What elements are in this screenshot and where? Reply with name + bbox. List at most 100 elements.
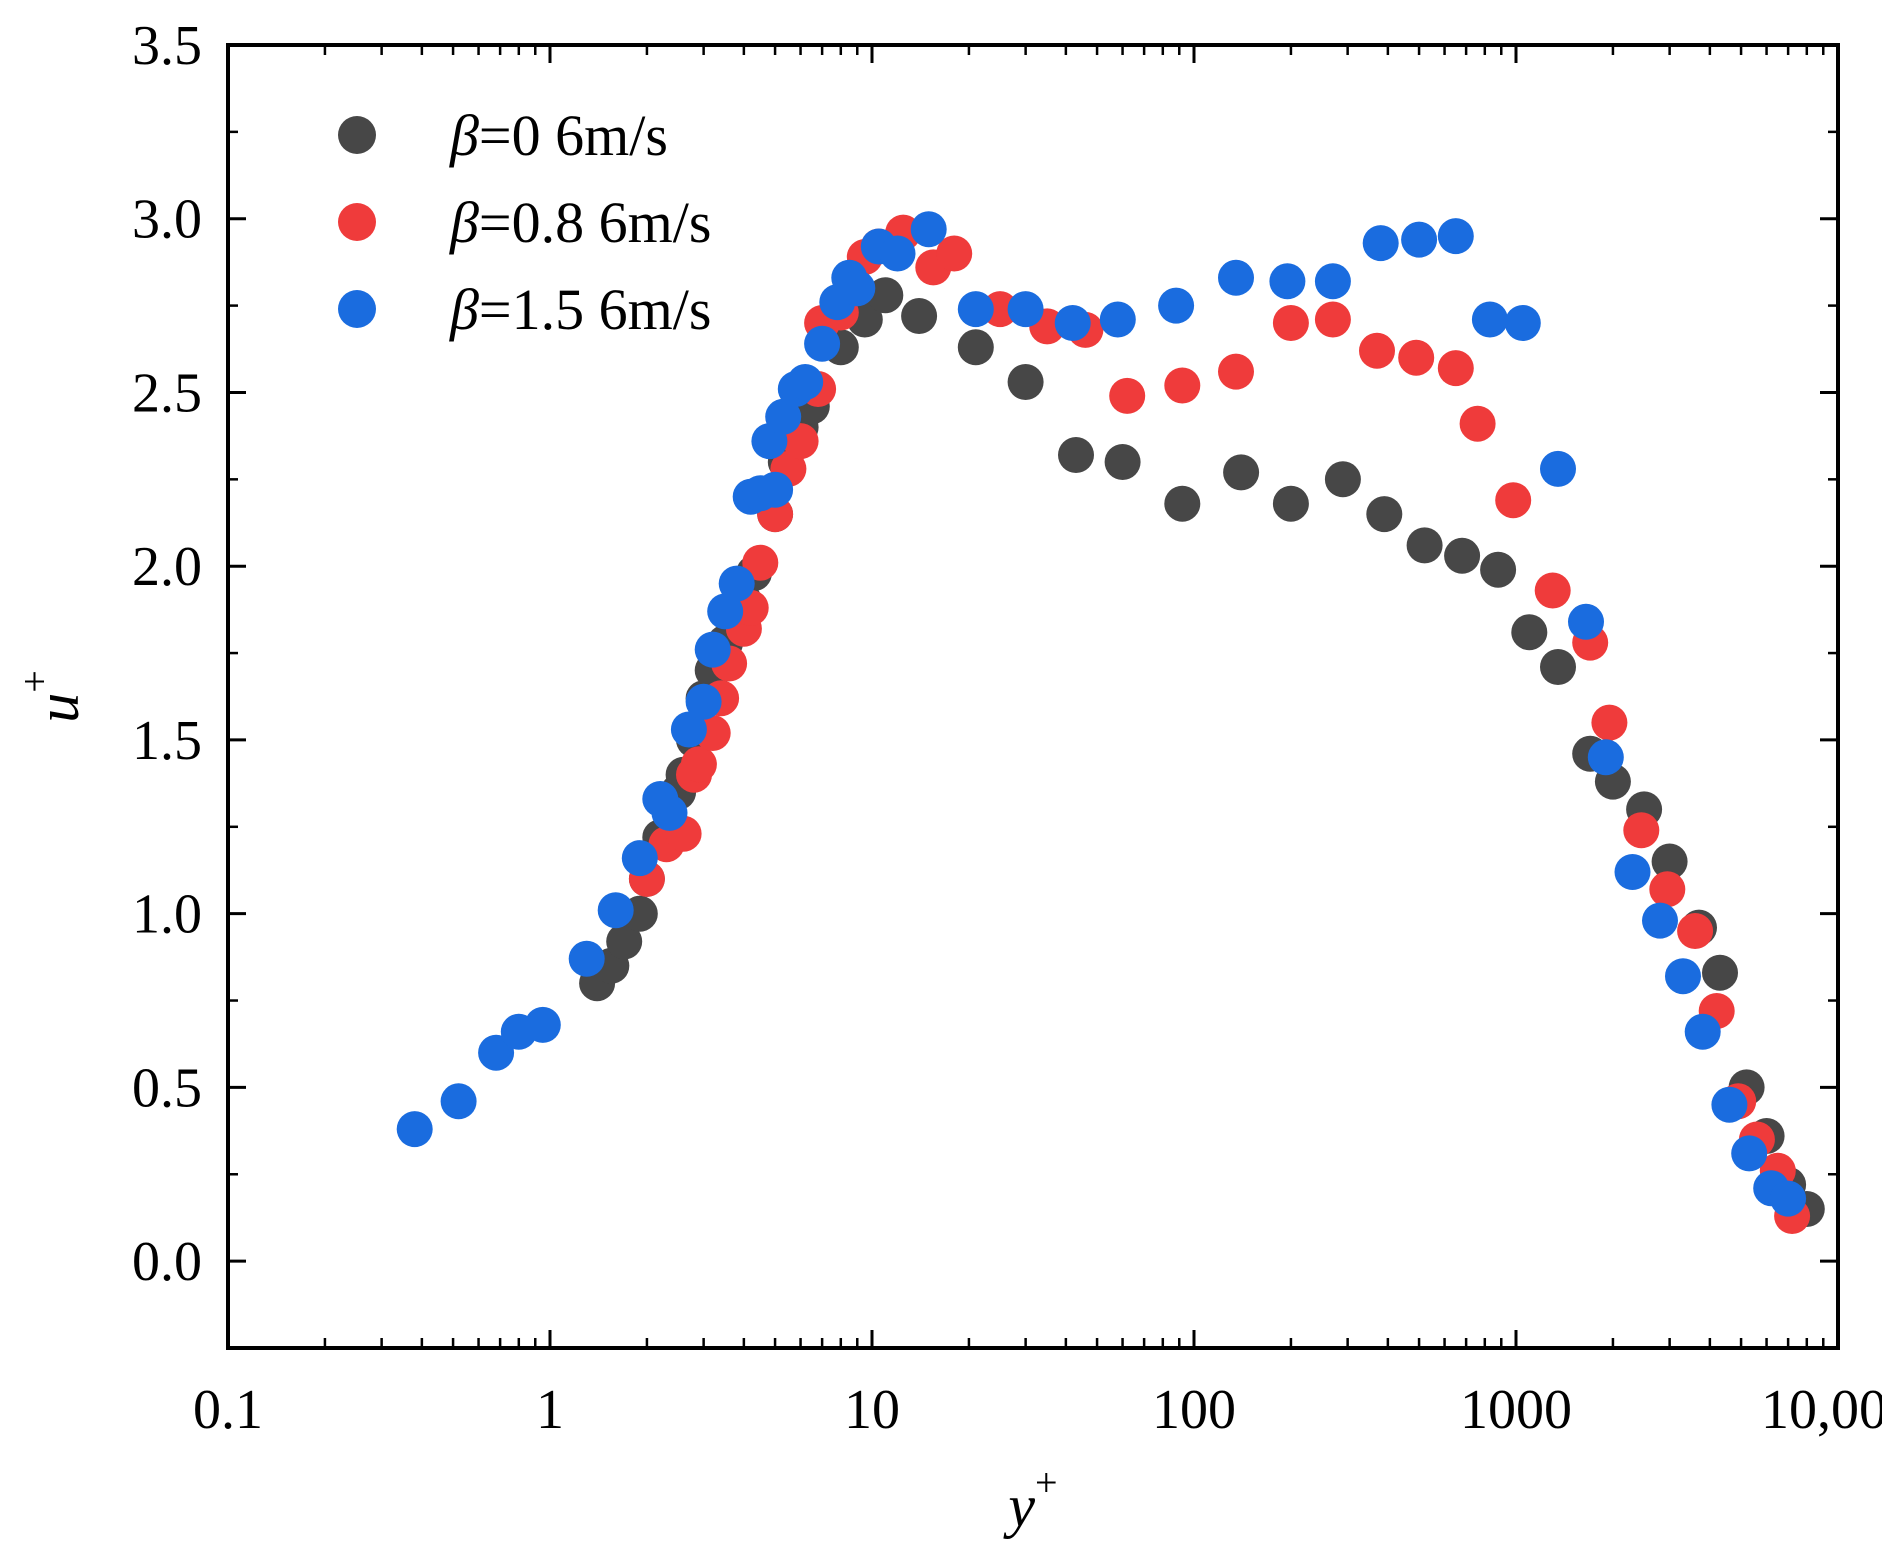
data-point: [957, 291, 994, 328]
y-tick-label: 1.0: [132, 884, 202, 946]
x-axis-title-sup: +: [1035, 1460, 1058, 1505]
data-point: [1504, 305, 1541, 341]
data-point: [1459, 405, 1496, 442]
data-point: [1324, 461, 1361, 498]
data-point: [1587, 739, 1624, 776]
data-point: [597, 892, 634, 929]
data-points-layer: [396, 211, 1825, 1234]
data-point: [685, 683, 722, 720]
data-point: [1164, 485, 1201, 522]
data-point: [440, 1083, 477, 1120]
y-axis-title-main: u: [25, 693, 91, 723]
data-point: [742, 544, 779, 581]
data-point: [1702, 954, 1738, 991]
y-tick-label: 2.0: [132, 536, 202, 598]
y-tick-label: 3.5: [132, 15, 202, 77]
data-point: [1677, 913, 1714, 949]
data-point: [1398, 339, 1435, 376]
data-point: [1444, 537, 1481, 574]
y-tick-label: 1.5: [132, 710, 202, 772]
data-point: [1401, 221, 1438, 258]
legend: β=0 6m/sβ=0.8 6m/sβ=1.5 6m/s: [338, 103, 711, 342]
data-point: [1272, 485, 1309, 522]
data-point: [879, 235, 916, 272]
data-point: [1007, 291, 1044, 328]
data-point: [1711, 1086, 1748, 1123]
y-axis-title: u+: [12, 670, 91, 723]
data-point: [1511, 614, 1548, 651]
data-point: [718, 565, 755, 602]
data-point: [1058, 437, 1094, 473]
x-tick-label: 1000: [1460, 1379, 1572, 1441]
data-point: [936, 235, 973, 272]
data-point: [1223, 454, 1260, 491]
data-point: [1495, 482, 1532, 519]
x-axis-title: y+: [1002, 1460, 1057, 1539]
data-point: [478, 1034, 515, 1071]
series-group-2: [396, 211, 1807, 1217]
data-point: [621, 840, 658, 877]
y-tick-label: 2.5: [132, 362, 202, 424]
data-point: [1623, 812, 1660, 849]
data-point: [1366, 496, 1403, 533]
legend-label-symbol: β: [449, 277, 479, 342]
data-point: [1471, 301, 1508, 338]
y-tick-label: 0.0: [132, 1231, 202, 1293]
data-point: [765, 398, 802, 435]
data-point: [1614, 854, 1651, 890]
data-point: [1164, 367, 1201, 404]
x-tick-label: 100: [1152, 1379, 1236, 1441]
legend-label-text: =0.8 6m/s: [479, 190, 712, 255]
data-point: [1272, 305, 1309, 341]
data-point: [957, 329, 994, 366]
data-point: [901, 298, 938, 334]
data-point: [910, 211, 947, 248]
data-point: [1591, 704, 1628, 741]
data-point: [680, 746, 717, 783]
data-point: [524, 1006, 561, 1043]
legend-label: β=1.5 6m/s: [449, 277, 711, 342]
data-point: [1362, 225, 1399, 262]
y-tick-label: 0.5: [132, 1057, 202, 1119]
data-point: [839, 270, 876, 307]
data-point: [1731, 1135, 1768, 1172]
data-point: [651, 794, 688, 831]
legend-label-symbol: β: [449, 103, 479, 168]
data-point: [1437, 350, 1474, 387]
legend-label-text: =0 6m/s: [479, 103, 668, 168]
x-axis-title-main: y: [1002, 1473, 1035, 1539]
data-point: [804, 325, 841, 362]
data-point: [1007, 364, 1044, 400]
x-tick-label: 10,000: [1761, 1379, 1882, 1441]
data-point: [1568, 603, 1604, 640]
data-point: [1437, 218, 1474, 255]
data-point: [1054, 305, 1091, 341]
data-point: [1651, 843, 1688, 880]
data-point: [1684, 1013, 1721, 1050]
data-point: [1314, 301, 1351, 338]
data-point: [757, 471, 794, 508]
data-point: [568, 940, 605, 977]
data-point: [1665, 958, 1701, 995]
tick-labels-layer: 0.1 1 10 100 1000 10,000 0.0 0.5 1.0 1.5 2.0 2.5 3.0…: [132, 15, 1882, 1441]
data-point: [1534, 572, 1571, 609]
data-point: [1269, 263, 1306, 300]
data-point: [707, 593, 744, 630]
data-point: [1104, 444, 1141, 480]
plot-frame: [226, 43, 1840, 1350]
legend-marker: [338, 203, 376, 241]
legend-marker: [338, 116, 376, 154]
data-point: [1099, 301, 1136, 338]
data-point: [867, 277, 904, 314]
data-point: [1540, 649, 1576, 685]
data-point: [1218, 353, 1254, 390]
x-tick-label: 10: [844, 1379, 900, 1441]
legend-label-text: =1.5 6m/s: [479, 277, 712, 342]
data-point: [1359, 332, 1395, 369]
data-point: [396, 1111, 433, 1148]
data-point: [1649, 871, 1686, 908]
legend-label: β=0 6m/s: [449, 103, 668, 168]
data-point: [1480, 551, 1517, 588]
